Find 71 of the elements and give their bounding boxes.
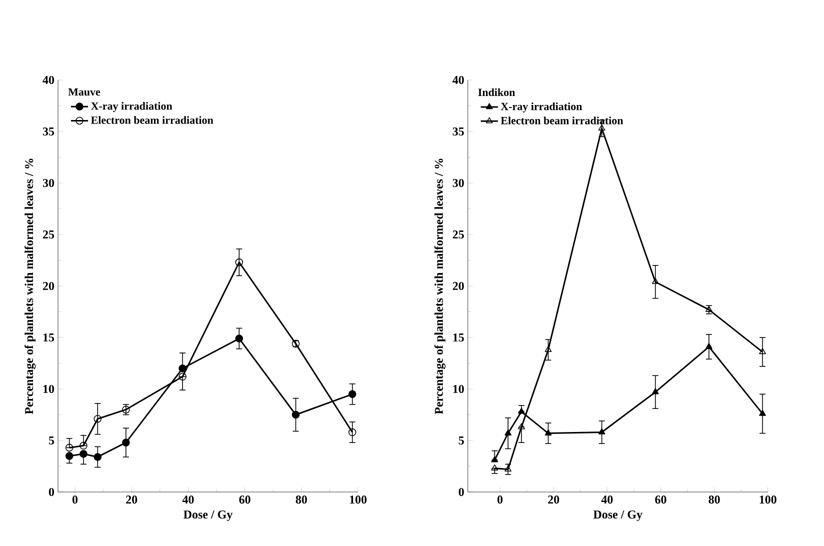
x-tick-label: 80	[296, 496, 307, 504]
point	[178, 372, 186, 381]
point	[598, 124, 606, 131]
point	[94, 414, 102, 423]
point	[544, 429, 552, 436]
point	[80, 442, 88, 450]
legend-title: Indikon	[478, 88, 515, 96]
y-axis-title: Percentage of plantlets with malformed leaves / %	[24, 158, 36, 414]
point	[235, 258, 244, 266]
y-tick-label: 40	[452, 76, 464, 84]
y-tick-label: 25	[42, 230, 54, 239]
point	[652, 278, 659, 284]
y-tick-label: 35	[42, 127, 54, 136]
point	[652, 388, 659, 394]
x-tick-label: 60	[239, 496, 250, 504]
point	[94, 453, 102, 461]
y-tick-label: 30	[452, 178, 464, 188]
point	[518, 408, 525, 414]
y-tick-label: 25	[452, 230, 464, 239]
x-axis-title: Dose / Gy	[593, 510, 642, 522]
point	[759, 410, 766, 416]
point	[348, 428, 356, 436]
point	[706, 306, 712, 312]
legend-label: Electron beam irradiation	[90, 116, 214, 124]
y-tick-label: 5	[458, 436, 464, 444]
point	[65, 444, 74, 452]
y-tick-label: 0	[458, 488, 464, 496]
x-tick-label: 40	[182, 496, 194, 504]
x-tick-label: 60	[655, 496, 666, 504]
x-tick-label: 20	[126, 496, 138, 504]
x-tick-label: 0	[72, 496, 78, 504]
x-tick-label: 40	[601, 496, 613, 504]
point	[80, 450, 88, 458]
legend-label: X-ray irradiation	[500, 102, 582, 112]
point	[348, 390, 356, 398]
y-tick-label: 30	[42, 178, 54, 188]
y-tick-label: 20	[452, 282, 464, 290]
x-tick-label: 0	[497, 496, 503, 504]
point	[122, 406, 130, 414]
y-tick-label: 20	[42, 282, 54, 290]
point	[235, 334, 244, 342]
y-tick-label: 40	[42, 76, 54, 84]
x-tick-label: 100	[760, 496, 776, 504]
x-tick-label: 100	[350, 496, 367, 504]
point	[518, 423, 525, 430]
x-tick-label: 20	[548, 496, 560, 504]
point	[504, 429, 512, 436]
point	[504, 465, 512, 472]
y-tick-label: 35	[452, 127, 464, 136]
point	[65, 452, 74, 460]
y-tick-label: 10	[453, 384, 464, 394]
point	[598, 428, 606, 434]
point	[706, 342, 712, 349]
y-tick-label: 15	[43, 333, 54, 342]
x-axis-title: Dose / Gy	[184, 510, 233, 522]
point	[544, 346, 552, 352]
point	[178, 364, 186, 372]
y-tick-label: 0	[48, 488, 54, 496]
legend-label: Electron beam irradiation	[500, 116, 624, 124]
legend-label: X-ray irradiation	[90, 102, 172, 112]
x-tick-label: 80	[708, 496, 720, 504]
y-tick-label: 15	[453, 333, 464, 342]
point	[122, 438, 130, 446]
y-tick-label: 10	[43, 384, 54, 394]
y-axis-title: Percentage of plantlets with malformed leaves / %	[434, 158, 446, 414]
point	[759, 348, 766, 354]
point	[491, 456, 498, 462]
y-tick-label: 5	[48, 436, 54, 444]
point	[292, 410, 300, 419]
legend-title: Mauve	[68, 88, 100, 96]
point	[491, 464, 498, 470]
